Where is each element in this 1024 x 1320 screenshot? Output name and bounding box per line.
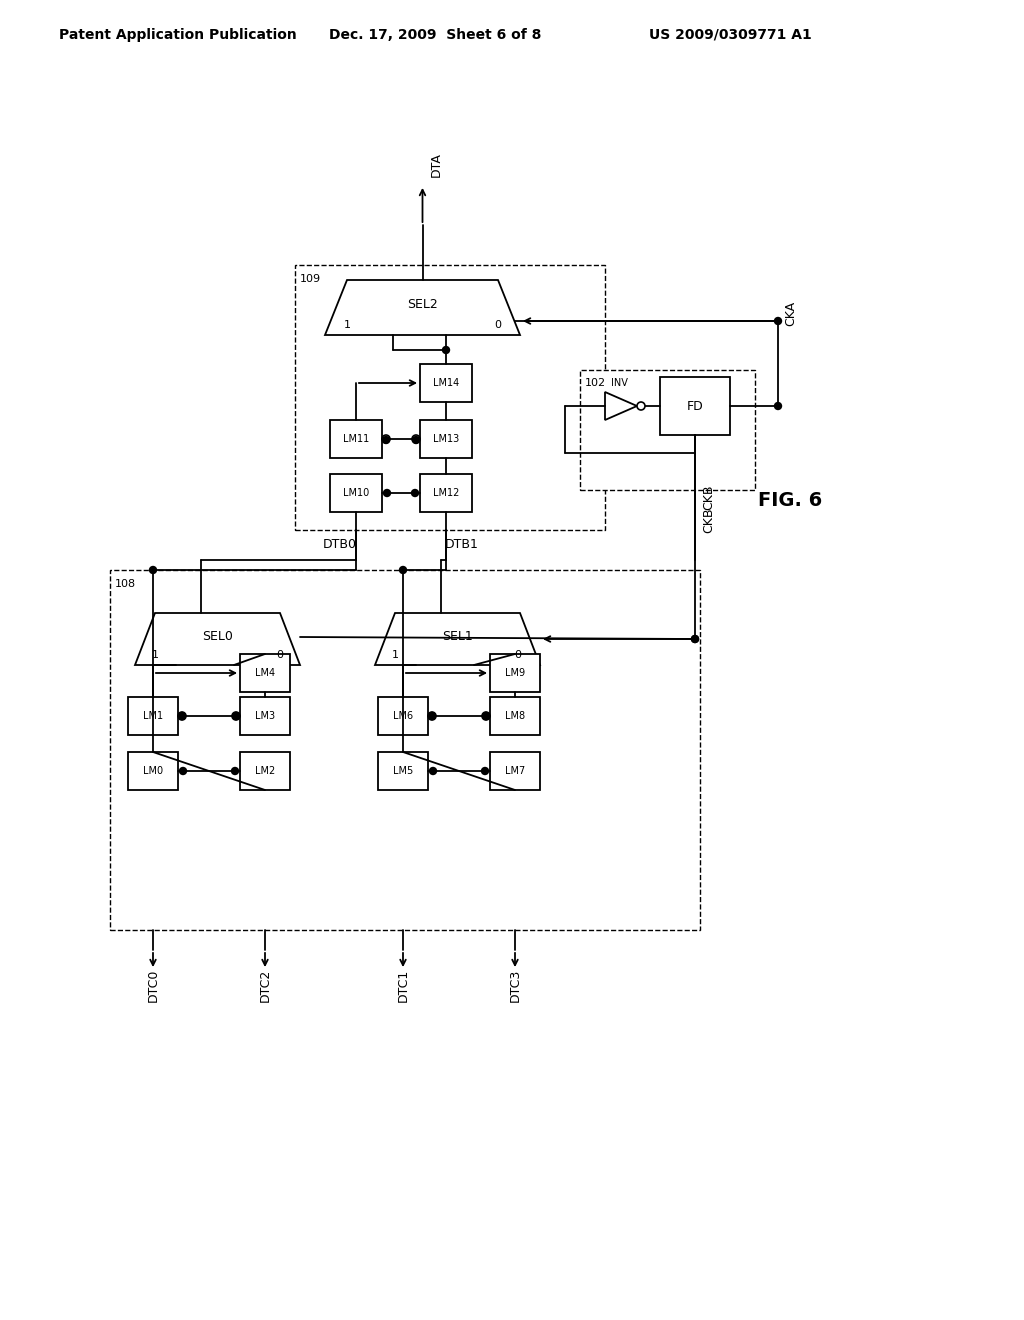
Bar — [295, 265, 605, 531]
Text: DTA: DTA — [430, 153, 443, 177]
Text: FIG. 6: FIG. 6 — [758, 491, 822, 510]
Text: SEL0: SEL0 — [202, 631, 232, 644]
Circle shape — [232, 713, 240, 719]
Text: 0: 0 — [495, 319, 502, 330]
Circle shape — [178, 713, 185, 719]
Text: LM5: LM5 — [393, 766, 413, 776]
Text: DTC3: DTC3 — [509, 969, 521, 1002]
Polygon shape — [375, 612, 540, 665]
Text: SEL2: SEL2 — [408, 298, 438, 312]
Text: 1: 1 — [391, 649, 398, 660]
Text: LM12: LM12 — [433, 488, 459, 498]
Text: LM2: LM2 — [255, 766, 275, 776]
Circle shape — [179, 767, 186, 775]
Circle shape — [429, 767, 436, 775]
Text: LM1: LM1 — [143, 711, 163, 721]
Circle shape — [412, 436, 420, 444]
Text: LM9: LM9 — [505, 668, 525, 678]
Circle shape — [774, 403, 781, 409]
Polygon shape — [325, 280, 520, 335]
Circle shape — [691, 635, 698, 643]
Circle shape — [774, 318, 781, 325]
Bar — [580, 370, 755, 490]
Bar — [240, 752, 290, 789]
Circle shape — [399, 566, 407, 573]
Text: CKA: CKA — [784, 301, 798, 326]
Text: LM11: LM11 — [343, 434, 369, 444]
Text: LM6: LM6 — [393, 711, 413, 721]
Circle shape — [482, 713, 489, 719]
Text: 1: 1 — [152, 649, 159, 660]
Text: LM3: LM3 — [255, 711, 275, 721]
Bar — [490, 697, 540, 735]
Polygon shape — [135, 612, 300, 665]
Text: SEL1: SEL1 — [442, 631, 473, 644]
Bar — [378, 752, 428, 789]
Text: LM8: LM8 — [505, 711, 525, 721]
Circle shape — [428, 713, 435, 719]
Circle shape — [481, 767, 488, 775]
Text: US 2009/0309771 A1: US 2009/0309771 A1 — [648, 28, 811, 42]
Bar — [128, 697, 178, 735]
Bar — [110, 570, 700, 931]
Text: LM10: LM10 — [343, 488, 369, 498]
Text: 1: 1 — [343, 319, 350, 330]
Text: LM14: LM14 — [433, 378, 459, 388]
Bar — [490, 653, 540, 692]
Bar — [330, 420, 382, 458]
Circle shape — [231, 767, 239, 775]
Circle shape — [412, 490, 419, 496]
Text: CKB: CKB — [702, 484, 716, 511]
Polygon shape — [605, 392, 637, 420]
Text: Patent Application Publication: Patent Application Publication — [59, 28, 297, 42]
Circle shape — [383, 437, 389, 444]
Text: LM4: LM4 — [255, 668, 275, 678]
Circle shape — [637, 403, 645, 411]
Text: LM0: LM0 — [143, 766, 163, 776]
Circle shape — [691, 635, 698, 643]
Circle shape — [178, 711, 186, 719]
Circle shape — [442, 346, 450, 354]
Text: DTB1: DTB1 — [445, 539, 479, 552]
Text: DTC0: DTC0 — [146, 969, 160, 1002]
Text: Dec. 17, 2009  Sheet 6 of 8: Dec. 17, 2009 Sheet 6 of 8 — [329, 28, 542, 42]
Bar — [490, 752, 540, 789]
Bar — [420, 474, 472, 512]
Bar — [378, 697, 428, 735]
Bar — [240, 697, 290, 735]
Circle shape — [413, 437, 420, 444]
Circle shape — [382, 436, 390, 444]
Circle shape — [232, 711, 240, 719]
Text: 0: 0 — [514, 649, 521, 660]
Text: 0: 0 — [276, 649, 284, 660]
Text: FD: FD — [687, 400, 703, 412]
Bar — [420, 364, 472, 403]
Bar — [420, 420, 472, 458]
Text: 109: 109 — [299, 275, 321, 284]
Circle shape — [482, 711, 490, 719]
Bar — [240, 653, 290, 692]
Text: 102: 102 — [585, 378, 605, 388]
Text: 108: 108 — [115, 579, 135, 589]
Bar — [660, 378, 730, 436]
Text: DTC2: DTC2 — [258, 969, 271, 1002]
Bar — [128, 752, 178, 789]
Circle shape — [384, 490, 390, 496]
Circle shape — [150, 566, 157, 573]
Text: CKB: CKB — [702, 507, 716, 533]
Text: DTB0: DTB0 — [323, 539, 357, 552]
Text: LM13: LM13 — [433, 434, 459, 444]
Text: DTC1: DTC1 — [396, 969, 410, 1002]
Circle shape — [428, 711, 436, 719]
Text: LM7: LM7 — [505, 766, 525, 776]
Bar — [330, 474, 382, 512]
Text: INV: INV — [610, 378, 628, 388]
